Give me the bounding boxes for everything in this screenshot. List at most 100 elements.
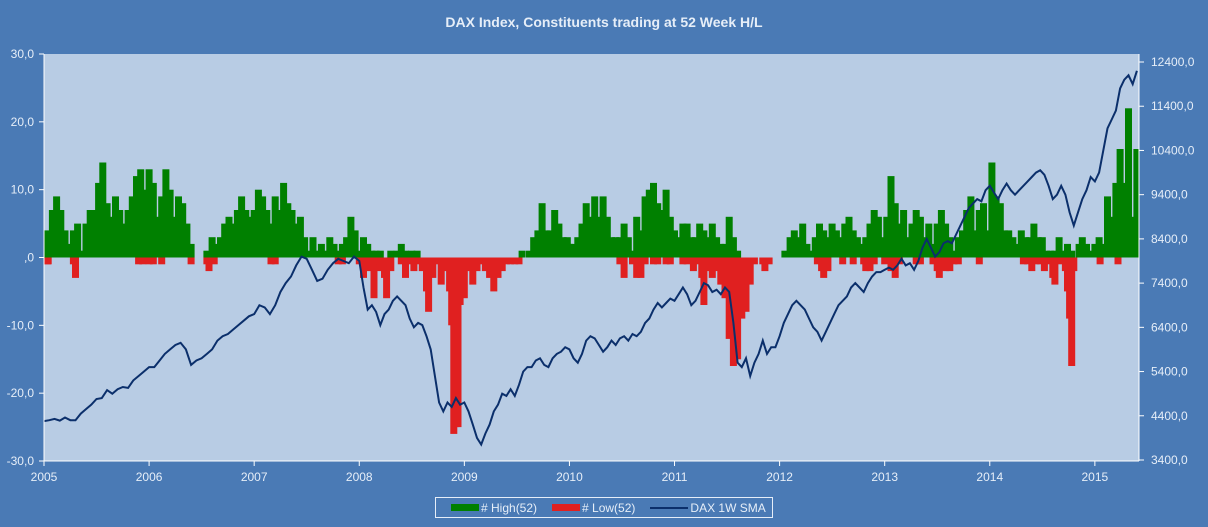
- low-bar: [683, 257, 691, 265]
- high-bar: [1047, 250, 1055, 258]
- low-bar: [637, 257, 645, 278]
- high-bar: [1043, 250, 1050, 258]
- high-bar: [78, 250, 86, 258]
- high-bar: [713, 237, 721, 258]
- high-bar: [578, 223, 586, 258]
- low-bar: [870, 257, 878, 265]
- high-bar: [208, 237, 216, 258]
- low-bar: [679, 257, 687, 265]
- left-tick-label: -10,0: [7, 318, 35, 332]
- right-tick-label: 4400,0: [1151, 409, 1188, 423]
- legend: # High(52) # Low(52) DAX 1W SMA: [435, 497, 773, 518]
- high-bar: [250, 210, 258, 258]
- low-bar: [515, 257, 523, 265]
- low-bar: [364, 257, 372, 272]
- high-bar: [1005, 230, 1013, 258]
- left-tick-label: -20,0: [7, 386, 35, 400]
- high-bar: [988, 162, 996, 258]
- high-bar: [811, 237, 819, 258]
- high-bar: [555, 223, 563, 258]
- legend-label-low: # Low(52): [582, 500, 636, 515]
- high-bar: [866, 223, 874, 258]
- low-bar: [376, 257, 384, 272]
- low-bar: [271, 257, 279, 265]
- low-bar: [946, 257, 954, 272]
- low-bar: [954, 257, 962, 265]
- high-bar: [971, 230, 979, 258]
- left-tick-label: 10,0: [11, 183, 35, 197]
- high-bar: [1068, 250, 1076, 258]
- high-bar: [904, 237, 912, 258]
- high-bar: [402, 250, 409, 258]
- high-bar: [242, 210, 250, 258]
- high-bar: [879, 237, 887, 258]
- low-bar: [406, 257, 414, 265]
- high-bar: [99, 162, 107, 258]
- x-tick-label: 2012: [766, 470, 793, 484]
- high-bar: [280, 182, 288, 258]
- legend-swatch-low: [552, 504, 581, 511]
- high-bar: [112, 196, 119, 258]
- low-bar: [465, 257, 472, 272]
- high-bar: [360, 237, 367, 258]
- high-bar: [296, 216, 304, 258]
- low-bar: [666, 257, 674, 265]
- chart-title: DAX Index, Constituents trading at 52 We…: [445, 14, 763, 30]
- low-bar: [267, 257, 275, 265]
- low-bar: [935, 257, 943, 278]
- high-bar: [538, 203, 546, 258]
- low-bar: [975, 257, 983, 265]
- low-bar: [460, 257, 468, 299]
- low-bar: [402, 257, 409, 278]
- low-bar: [429, 257, 437, 278]
- low-bar: [820, 257, 828, 278]
- high-bar: [183, 223, 191, 258]
- high-bar: [582, 203, 590, 258]
- high-bar: [90, 210, 98, 258]
- low-bar: [511, 257, 519, 265]
- high-bar: [355, 250, 363, 258]
- high-bar: [599, 196, 607, 258]
- high-bar: [858, 243, 866, 258]
- high-bar: [692, 237, 699, 258]
- high-bar: [65, 243, 73, 258]
- high-bar: [629, 250, 636, 258]
- low-bar: [912, 257, 920, 265]
- high-bar: [69, 230, 77, 258]
- high-bar: [790, 230, 798, 258]
- high-bar: [1078, 237, 1086, 258]
- low-bar: [145, 257, 153, 265]
- dax-sma-line: [43, 70, 1138, 447]
- high-bar: [696, 223, 704, 258]
- low-bar: [887, 257, 895, 272]
- high-bar: [921, 237, 929, 258]
- high-bar: [586, 216, 594, 258]
- high-bar: [992, 196, 1000, 258]
- high-bar: [158, 196, 166, 258]
- low-bar: [433, 257, 441, 265]
- high-bar: [734, 250, 742, 258]
- high-bar: [397, 243, 405, 258]
- high-bar: [895, 223, 903, 258]
- low-bar: [616, 257, 624, 265]
- high-bar: [616, 237, 624, 258]
- high-bar: [637, 230, 645, 258]
- low-bar: [210, 257, 218, 265]
- low-bar: [498, 257, 506, 272]
- low-bar: [1028, 257, 1036, 272]
- high-bar: [372, 250, 380, 258]
- low-bar: [1045, 257, 1053, 265]
- high-bar: [887, 176, 895, 258]
- low-bar: [824, 257, 832, 272]
- low-bar: [761, 257, 769, 272]
- high-bar: [82, 223, 90, 258]
- low-bar: [662, 257, 670, 265]
- low-bar: [370, 257, 378, 299]
- high-bar: [317, 243, 325, 258]
- high-bar: [203, 250, 211, 258]
- high-bar: [137, 169, 145, 258]
- low-bar: [372, 257, 380, 265]
- high-bar: [559, 237, 567, 258]
- high-bar: [595, 216, 603, 258]
- x-tick-label: 2010: [556, 470, 583, 484]
